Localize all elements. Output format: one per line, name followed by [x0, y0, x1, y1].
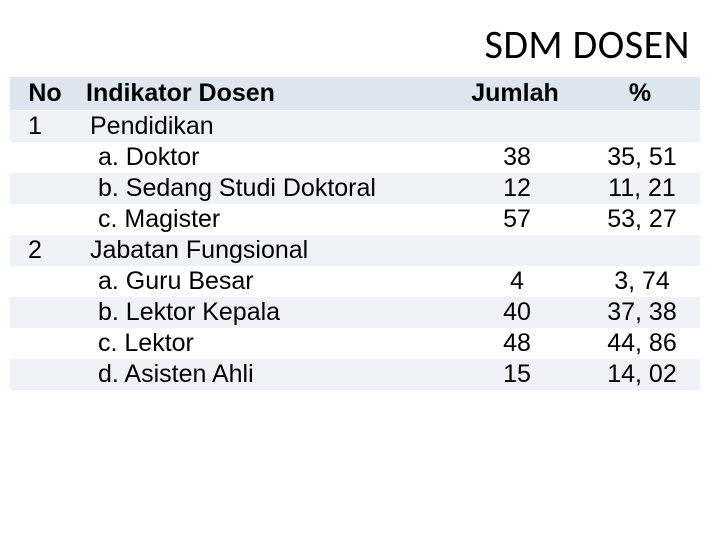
cell-indikator: Pendidikan [80, 111, 450, 143]
cell-no [10, 142, 80, 173]
table-row: a. Guru Besar 4 3, 74 [10, 266, 700, 297]
cell-indikator: a. Guru Besar [80, 266, 450, 297]
cell-jumlah: 48 [450, 328, 580, 359]
cell-no: 2 [10, 235, 80, 266]
cell-indikator: a. Doktor [80, 142, 450, 173]
cell-jumlah: 4 [450, 266, 580, 297]
cell-no [10, 173, 80, 204]
cell-no: 1 [10, 111, 80, 143]
cell-indikator: c. Magister [80, 204, 450, 235]
cell-percent: 44, 86 [580, 328, 700, 359]
table-row: a. Doktor 38 35, 51 [10, 142, 700, 173]
cell-no [10, 266, 80, 297]
col-header-percent: % [580, 77, 700, 111]
cell-jumlah [450, 111, 580, 143]
cell-percent: 14, 02 [580, 359, 700, 390]
table-row: d. Asisten Ahli 15 14, 02 [10, 359, 700, 390]
table-row: c. Lektor 48 44, 86 [10, 328, 700, 359]
cell-no [10, 204, 80, 235]
cell-percent [580, 111, 700, 143]
cell-percent: 37, 38 [580, 297, 700, 328]
table-body: 1 Pendidikan a. Doktor 38 35, 51 b. Seda… [10, 111, 700, 391]
cell-indikator: Jabatan Fungsional [80, 235, 450, 266]
table-header-row: No Indikator Dosen Jumlah % [10, 77, 700, 111]
cell-percent [580, 235, 700, 266]
cell-indikator: b. Sedang Studi Doktoral [80, 173, 450, 204]
cell-indikator: d. Asisten Ahli [80, 359, 450, 390]
cell-percent: 53, 27 [580, 204, 700, 235]
cell-jumlah: 12 [450, 173, 580, 204]
table-row: c. Magister 57 53, 27 [10, 204, 700, 235]
slide-page: SDM DOSEN No Indikator Dosen Jumlah % 1 … [0, 0, 720, 390]
col-header-indikator: Indikator Dosen [80, 77, 450, 111]
cell-indikator: c. Lektor [80, 328, 450, 359]
page-title: SDM DOSEN [10, 20, 700, 77]
dosen-table: No Indikator Dosen Jumlah % 1 Pendidikan… [10, 77, 700, 390]
cell-jumlah [450, 235, 580, 266]
cell-jumlah: 40 [450, 297, 580, 328]
cell-no [10, 359, 80, 390]
cell-no [10, 328, 80, 359]
table-row: b. Sedang Studi Doktoral 12 11, 21 [10, 173, 700, 204]
col-header-no: No [10, 77, 80, 111]
cell-indikator: b. Lektor Kepala [80, 297, 450, 328]
cell-percent: 3, 74 [580, 266, 700, 297]
cell-no [10, 297, 80, 328]
cell-percent: 11, 21 [580, 173, 700, 204]
table-row: 1 Pendidikan [10, 111, 700, 143]
cell-percent: 35, 51 [580, 142, 700, 173]
table-row: b. Lektor Kepala 40 37, 38 [10, 297, 700, 328]
cell-jumlah: 57 [450, 204, 580, 235]
table-row: 2 Jabatan Fungsional [10, 235, 700, 266]
cell-jumlah: 38 [450, 142, 580, 173]
cell-jumlah: 15 [450, 359, 580, 390]
col-header-jumlah: Jumlah [450, 77, 580, 111]
